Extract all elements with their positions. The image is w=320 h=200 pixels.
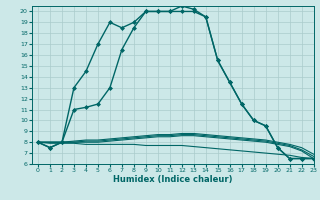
X-axis label: Humidex (Indice chaleur): Humidex (Indice chaleur) (113, 175, 233, 184)
